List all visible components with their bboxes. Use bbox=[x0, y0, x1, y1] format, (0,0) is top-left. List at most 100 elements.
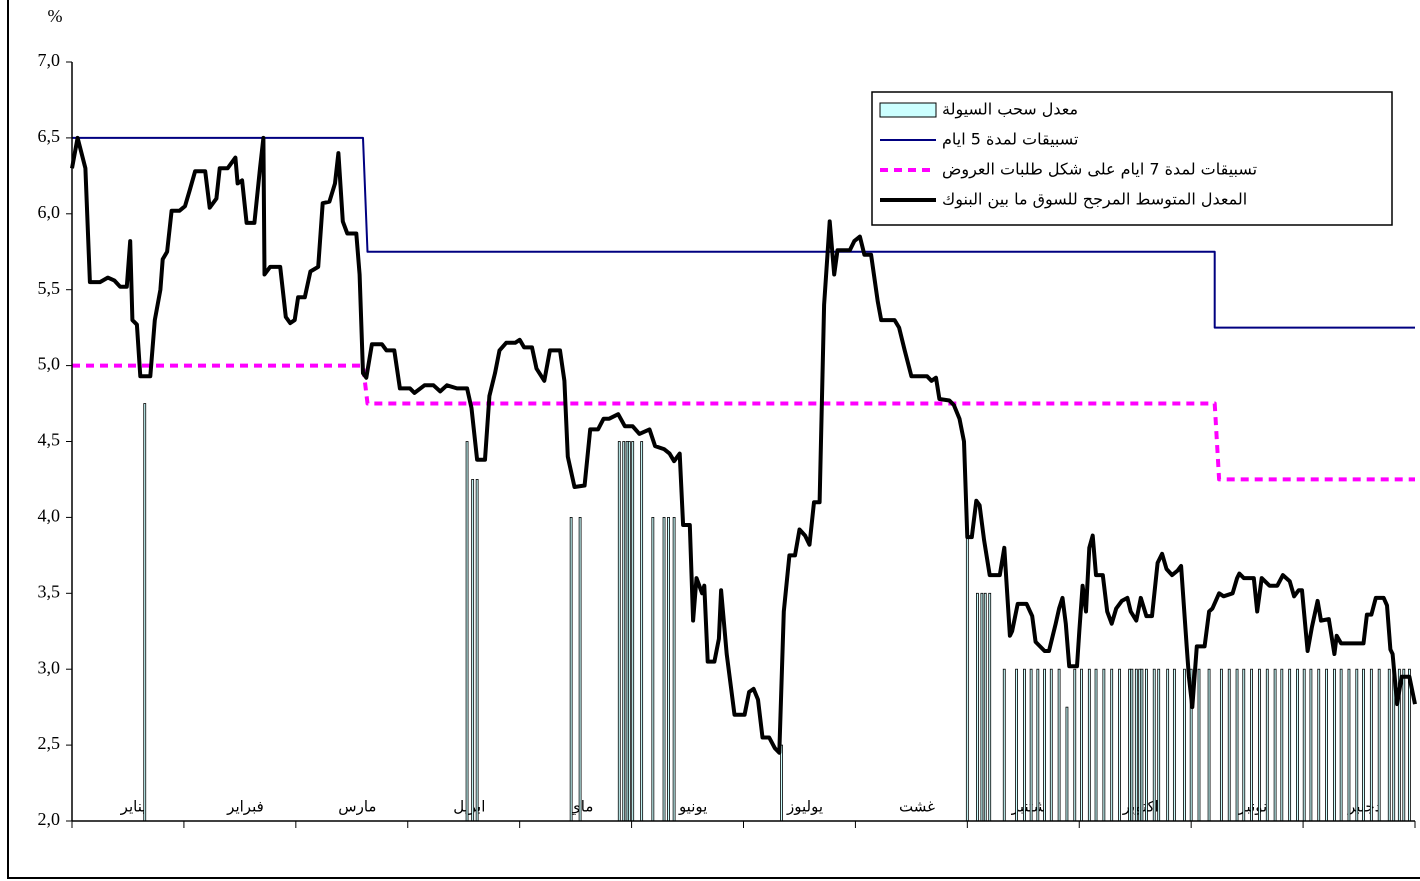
y-tick-label: 6,0 bbox=[38, 202, 61, 222]
bar bbox=[1023, 668, 1026, 822]
bar bbox=[578, 517, 582, 822]
x-tick-label: يونيو bbox=[678, 798, 707, 816]
bar bbox=[625, 441, 629, 822]
bar bbox=[1134, 668, 1138, 822]
bar bbox=[1043, 668, 1046, 822]
bar bbox=[1339, 668, 1343, 822]
bar bbox=[988, 592, 992, 822]
bar bbox=[980, 592, 984, 822]
plot-area: 2,0 2,5 3,0 3,5 4,0 4,5 5,0 5,5 6,0 6,5 7,0 يناير فب… bbox=[38, 50, 1417, 829]
bar bbox=[1227, 668, 1231, 822]
bar bbox=[1296, 668, 1299, 822]
bar bbox=[465, 441, 469, 822]
bar bbox=[1015, 668, 1018, 822]
chart-frame bbox=[7, 0, 1420, 879]
legend-label: تسبيقات لمدة 5 ايام bbox=[942, 130, 1078, 149]
legend-label: معدل سحب السيولة bbox=[942, 100, 1078, 120]
bar bbox=[1157, 668, 1161, 822]
bar bbox=[1219, 668, 1223, 822]
bar bbox=[1140, 668, 1144, 822]
bar bbox=[1207, 668, 1211, 822]
y-tick-label: 4,5 bbox=[38, 430, 61, 450]
bar bbox=[1130, 668, 1134, 822]
bar bbox=[1183, 668, 1186, 822]
y-tick-label: 3,5 bbox=[38, 581, 61, 601]
bar bbox=[1152, 668, 1156, 822]
bar bbox=[662, 517, 666, 822]
bar bbox=[1302, 668, 1306, 822]
bar bbox=[475, 479, 479, 822]
bar bbox=[1362, 668, 1365, 822]
bar bbox=[1369, 668, 1373, 822]
line-series bbox=[72, 363, 1415, 482]
bar bbox=[1402, 668, 1406, 822]
y-tick-label: 3,0 bbox=[38, 657, 61, 677]
bar bbox=[1377, 668, 1381, 822]
bar bbox=[1138, 668, 1142, 822]
legend-label: تسبيقات لمدة 7 ايام على شكل طلبات العروض bbox=[942, 160, 1257, 180]
bar bbox=[780, 744, 783, 822]
bar bbox=[617, 441, 621, 822]
x-tick-label: مارس bbox=[338, 798, 376, 816]
bar bbox=[983, 592, 987, 822]
bar bbox=[1258, 668, 1261, 822]
bar bbox=[1355, 668, 1359, 822]
bar bbox=[1110, 668, 1114, 822]
y-tick-label: 2,0 bbox=[38, 809, 61, 829]
bar bbox=[1265, 668, 1269, 822]
bar bbox=[1387, 668, 1391, 822]
bar bbox=[1094, 668, 1098, 822]
bar bbox=[1102, 668, 1106, 822]
bar bbox=[622, 441, 626, 822]
bar bbox=[1128, 668, 1132, 822]
x-tick-label: فبراير bbox=[226, 798, 264, 816]
x-tick-label: غشت bbox=[899, 798, 935, 816]
y-tick-label: 6,5 bbox=[38, 126, 61, 146]
bar bbox=[1029, 668, 1033, 822]
bar bbox=[627, 441, 631, 822]
bar bbox=[1333, 668, 1336, 822]
bar bbox=[1250, 668, 1254, 822]
bar bbox=[640, 441, 644, 822]
bar bbox=[1080, 668, 1083, 822]
bar bbox=[1073, 668, 1077, 822]
bar bbox=[1002, 668, 1006, 822]
bar bbox=[965, 532, 969, 822]
bar bbox=[1288, 668, 1292, 822]
legend-box bbox=[871, 91, 1393, 226]
legend: معدل سحب السيولة تسبيقات لمدة 5 ايام تسبيق… bbox=[871, 91, 1393, 226]
bar bbox=[1347, 668, 1351, 822]
bar bbox=[1197, 668, 1201, 822]
bar bbox=[976, 592, 979, 822]
bar bbox=[1049, 668, 1053, 822]
bar bbox=[1325, 668, 1328, 822]
y-unit: % bbox=[48, 6, 63, 26]
y-tick-label: 4,0 bbox=[38, 506, 61, 526]
x-tick-label: يوليوز bbox=[786, 798, 823, 816]
bar bbox=[1235, 668, 1239, 822]
bar bbox=[1317, 668, 1321, 822]
x-tick-label: يناير bbox=[120, 798, 147, 816]
y-tick-label: 2,5 bbox=[38, 733, 61, 753]
x-tick-label: ابريل bbox=[453, 798, 485, 816]
line-series bbox=[72, 136, 1415, 329]
bar bbox=[631, 441, 635, 822]
y-tick-label: 5,5 bbox=[38, 278, 61, 298]
bar bbox=[1242, 668, 1246, 822]
bar bbox=[1280, 668, 1284, 822]
bar bbox=[667, 517, 670, 822]
legend-swatch bbox=[879, 102, 937, 118]
line-series bbox=[70, 135, 1417, 755]
y-tick-label: 7,0 bbox=[38, 50, 61, 70]
bar bbox=[672, 517, 676, 822]
bar bbox=[1087, 668, 1091, 822]
bar bbox=[1273, 668, 1277, 822]
y-tick-label: 5,0 bbox=[38, 354, 61, 374]
bar bbox=[1057, 668, 1061, 822]
bar bbox=[569, 517, 573, 822]
bar bbox=[1166, 668, 1170, 822]
bar bbox=[1172, 668, 1176, 822]
bar bbox=[651, 517, 655, 822]
